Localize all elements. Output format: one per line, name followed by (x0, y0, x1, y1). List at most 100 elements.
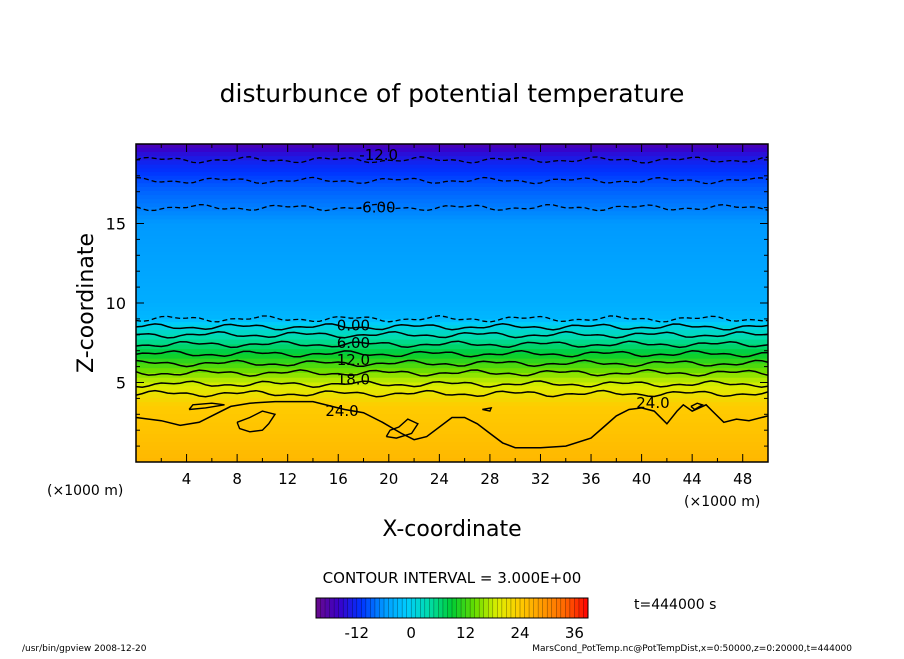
colorbar-cell (479, 598, 485, 618)
field-band (136, 243, 768, 248)
field-band (136, 144, 768, 149)
field-band (136, 393, 768, 399)
field-band (136, 251, 768, 256)
colorbar-cell (397, 598, 403, 618)
field-band (136, 454, 768, 459)
field-band (136, 306, 768, 312)
field-band (136, 325, 768, 331)
y-tick-label: 15 (106, 215, 126, 234)
colorbar-cell (542, 598, 548, 618)
colorbar-cell (461, 598, 466, 618)
field-band (136, 275, 768, 280)
colorbar-cell (465, 598, 471, 618)
contour-label: -6.00 (357, 199, 396, 217)
colorbar-cell (352, 598, 358, 618)
colorbar-cell (497, 598, 503, 618)
contour-label: 24.0 (636, 394, 669, 412)
field-band (136, 344, 768, 350)
x-tick-label: 40 (632, 470, 651, 488)
y-axis-label: Z-coordinate (74, 233, 99, 373)
contour-label: 12.0 (337, 351, 370, 369)
x-tick-label: 20 (379, 470, 398, 488)
field-band (136, 330, 768, 336)
field-band (136, 303, 768, 308)
colorbar-cell (560, 598, 566, 618)
colorbar-tick-label: -12 (345, 624, 370, 642)
field-band (136, 227, 768, 233)
field-band (136, 183, 768, 188)
field-band (136, 207, 768, 212)
colorbar-cell (488, 598, 494, 618)
chart-title: disturbunce of potential temperature (220, 79, 685, 108)
field-band (136, 310, 768, 316)
field-band (136, 446, 768, 451)
contour-line (136, 380, 768, 388)
colorbar-cell (569, 598, 575, 618)
contour-label: 0.00 (337, 316, 370, 334)
colorbar-cell (452, 598, 457, 618)
colorbar-cell (506, 598, 512, 618)
contour-line (136, 330, 768, 339)
field-band (136, 434, 768, 439)
y-tick-label: 10 (106, 294, 126, 313)
field-band (136, 211, 768, 216)
field-band (136, 458, 768, 462)
x-tick-label: 28 (480, 470, 499, 488)
colorbar-cell (379, 598, 385, 618)
colorbar-frame (315, 597, 589, 619)
field-band (136, 271, 768, 276)
colorbar-cell (415, 598, 421, 618)
colorbar-cell (388, 598, 394, 618)
colorbar-cell (492, 598, 498, 618)
field-band (136, 147, 768, 153)
field-band (136, 215, 768, 221)
colorbar-cell (565, 598, 571, 618)
field-band (136, 414, 768, 419)
colorbar-cell (501, 598, 507, 618)
time-label: t=444000 s (634, 597, 716, 613)
colorbar-cell (547, 598, 553, 618)
field-band (136, 299, 768, 304)
colorbar-cell (356, 598, 362, 618)
colorbar-cell (529, 598, 534, 618)
colorbar-cell (374, 598, 380, 618)
y-tick-label: 5 (116, 374, 126, 393)
x-tick-label: 48 (733, 470, 752, 488)
colorbar-cell (456, 598, 462, 618)
colorbar-cell (361, 598, 367, 618)
x-tick-label: 8 (232, 470, 242, 488)
field-band (136, 239, 768, 244)
field-band (136, 295, 768, 300)
colorbar-cell (402, 598, 407, 618)
field-band (136, 353, 768, 360)
x-tick-label: 4 (182, 470, 192, 488)
field-band (136, 377, 768, 384)
contour-line (136, 389, 768, 398)
colorbar-cell (520, 598, 525, 618)
field-band (136, 172, 768, 177)
colorbar-cell (393, 598, 398, 618)
field-band (136, 283, 768, 288)
colorbar-tick-label: 36 (565, 624, 584, 642)
colorbar-cell (320, 598, 326, 618)
colorbar-cell (470, 598, 475, 618)
field-band (136, 402, 768, 407)
contour-interval-text: CONTOUR INTERVAL = 3.000E+00 (323, 569, 582, 587)
contour-line-24-closed (236, 410, 277, 433)
footer-left: /usr/bin/gpview 2008-12-20 (22, 644, 147, 654)
contour-line (136, 315, 768, 323)
colorbar-cell (365, 598, 371, 618)
field-band (136, 322, 768, 326)
x-axis: 4 8 12 16 20 24 28 32 36 40 44 48 (160, 144, 769, 488)
field-band (136, 438, 768, 443)
colorbar-cell (533, 598, 539, 618)
field-band (136, 235, 768, 240)
field-band (136, 287, 768, 292)
field-band (136, 267, 768, 272)
field-band (136, 247, 768, 252)
contour-line-24-closed (482, 406, 493, 412)
contour-line-24 (136, 400, 768, 449)
colorbar-cell (438, 598, 444, 618)
field-band (136, 334, 768, 341)
